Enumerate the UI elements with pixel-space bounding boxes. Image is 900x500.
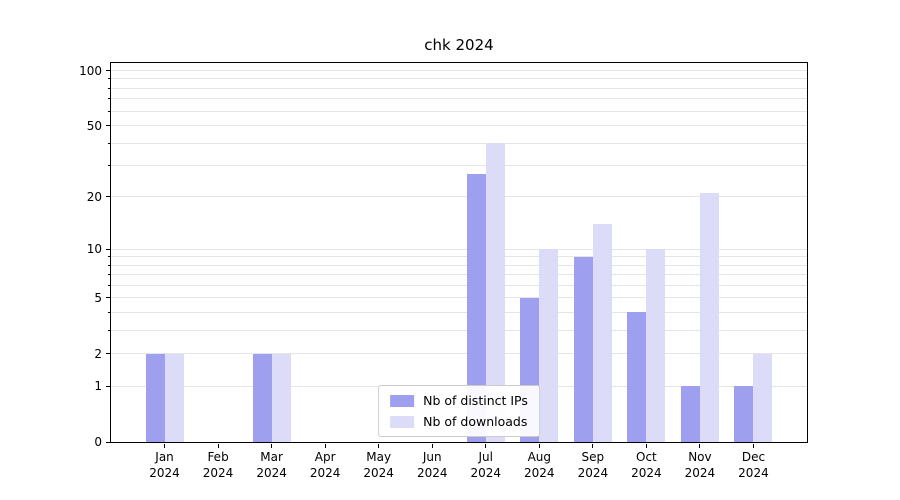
bar-downloads (699, 193, 719, 442)
bar-distinct-ips (252, 353, 272, 442)
chart-title: chk 2024 (424, 36, 494, 54)
x-tick-mark (592, 444, 594, 448)
bar-downloads (164, 353, 184, 442)
y-minor-tick-mark (108, 274, 110, 276)
y-tick-mark (106, 125, 110, 127)
y-minor-tick-mark (108, 329, 110, 331)
bar-distinct-ips (680, 386, 700, 442)
y-tick-label: 50 (86, 118, 102, 133)
legend-swatch-downloads (390, 415, 415, 428)
x-tick-label: Mar 2024 (256, 450, 287, 480)
y-minor-tick-mark (108, 87, 110, 89)
bar-downloads (592, 224, 612, 442)
bar-distinct-ips (145, 353, 165, 442)
bar-downloads (539, 249, 559, 442)
gridline (111, 329, 807, 331)
bar-distinct-ips (573, 256, 593, 442)
bar-downloads (646, 249, 666, 442)
x-tick-mark (324, 444, 326, 448)
gridline (111, 284, 807, 286)
y-tick-mark (106, 441, 110, 443)
x-tick-mark (164, 444, 166, 448)
gridline (111, 353, 807, 355)
gridline (111, 110, 807, 112)
y-tick-mark (106, 196, 110, 198)
gridline (111, 311, 807, 313)
y-tick-label: 10 (86, 242, 102, 257)
y-tick-label: 1 (94, 379, 102, 394)
y-tick-mark (106, 353, 110, 355)
x-tick-mark (271, 444, 273, 448)
gridline (111, 256, 807, 258)
x-tick-mark (378, 444, 380, 448)
x-tick-label: Jul 2024 (470, 450, 502, 480)
gridline (111, 165, 807, 167)
x-tick-label: Apr 2024 (309, 450, 341, 480)
legend-label-downloads: Nb of downloads (423, 414, 528, 429)
y-minor-tick-mark (108, 142, 110, 144)
x-tick-label: Sep 2024 (577, 450, 609, 480)
gridline (111, 196, 807, 198)
bar-distinct-ips (627, 312, 647, 442)
x-tick-mark (645, 444, 647, 448)
y-tick-mark (106, 70, 110, 72)
x-tick-label: Dec 2024 (738, 450, 769, 480)
x-tick-mark (431, 444, 433, 448)
bar-downloads (271, 353, 291, 442)
y-tick-label: 5 (94, 290, 102, 305)
x-tick-label: Oct 2024 (631, 450, 662, 480)
y-tick-label: 2 (94, 346, 102, 361)
gridline (111, 297, 807, 299)
x-tick-label: May 2024 (363, 450, 394, 480)
gridline (111, 78, 807, 80)
x-tick-label: Jun 2024 (416, 450, 448, 480)
y-minor-tick-mark (108, 264, 110, 266)
y-minor-tick-mark (108, 98, 110, 100)
y-tick-mark (106, 248, 110, 250)
x-tick-mark (752, 444, 754, 448)
y-minor-tick-mark (108, 78, 110, 80)
y-minor-tick-mark (108, 284, 110, 286)
bar-downloads (753, 353, 773, 442)
y-tick-mark (106, 297, 110, 299)
x-tick-mark (699, 444, 701, 448)
gridline (111, 248, 807, 250)
legend: Nb of distinct IPs Nb of downloads (378, 385, 540, 437)
bar-distinct-ips (734, 386, 754, 442)
gridline (111, 274, 807, 276)
y-tick-label: 0 (94, 435, 102, 449)
x-tick-label: Feb 2024 (202, 450, 234, 480)
x-tick-mark (538, 444, 540, 448)
y-minor-tick-mark (108, 110, 110, 112)
y-tick-label: 100 (79, 63, 102, 78)
gridline (111, 142, 807, 144)
x-tick-label: Aug 2024 (524, 450, 555, 480)
bar-distinct-ips (466, 173, 486, 442)
y-tick-mark (106, 385, 110, 387)
y-minor-tick-mark (108, 165, 110, 167)
gridline (111, 264, 807, 266)
x-tick-mark (485, 444, 487, 448)
x-tick-label: Jan 2024 (149, 450, 180, 480)
gridline (111, 87, 807, 89)
legend-label-distinct-ips: Nb of distinct IPs (423, 393, 528, 408)
gridline (111, 98, 807, 100)
x-tick-mark (217, 444, 219, 448)
gridline (111, 70, 807, 72)
x-tick-label: Nov 2024 (684, 450, 716, 480)
plot-area: Nb of distinct IPs Nb of downloads (110, 62, 808, 443)
legend-item-downloads: Nb of downloads (390, 414, 528, 429)
legend-item-distinct-ips: Nb of distinct IPs (390, 393, 528, 408)
bar-downloads (485, 143, 505, 442)
legend-swatch-distinct-ips (390, 394, 415, 407)
y-minor-tick-mark (108, 256, 110, 258)
gridline (111, 125, 807, 127)
y-tick-label: 20 (86, 189, 102, 204)
y-minor-tick-mark (108, 311, 110, 313)
